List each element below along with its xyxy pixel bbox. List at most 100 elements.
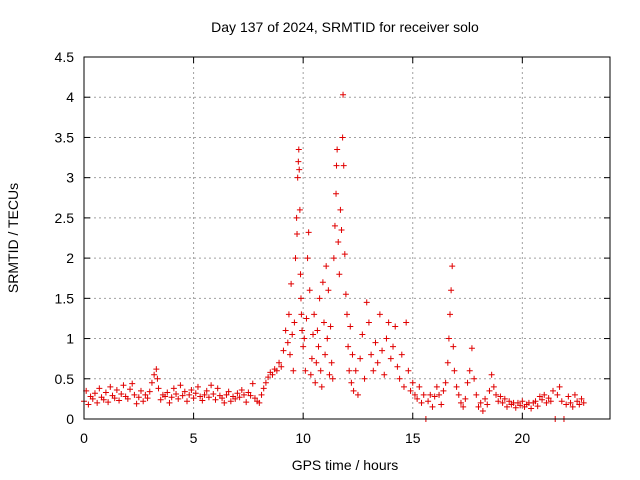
data-point [479, 407, 486, 414]
data-point [488, 371, 495, 378]
x-tick-labels: 0 5 10 15 20 [80, 430, 530, 446]
data-point [497, 393, 504, 400]
data-point [310, 331, 317, 338]
data-point [113, 387, 120, 394]
plot-frame [83, 56, 611, 420]
data-point [164, 389, 171, 396]
data-point [334, 146, 341, 153]
data-point [407, 387, 414, 394]
data-point [493, 391, 500, 398]
data-point [363, 299, 370, 306]
data-point [335, 239, 342, 246]
data-point [340, 91, 347, 98]
data-point [278, 363, 285, 370]
y-tick-label: 0.5 [55, 371, 75, 387]
data-point [466, 367, 473, 374]
data-point [578, 395, 585, 402]
y-axis-label: SRMTID / TECUs [5, 183, 21, 293]
data-point [451, 367, 458, 374]
data-point [357, 355, 364, 362]
data-point [425, 398, 432, 405]
data-point [414, 395, 421, 402]
data-point [323, 263, 330, 270]
data-point [89, 395, 96, 402]
data-point [468, 345, 475, 352]
data-point [571, 391, 578, 398]
data-point [349, 351, 356, 358]
data-point [293, 214, 300, 221]
data-point [317, 367, 324, 374]
data-point [436, 391, 443, 398]
data-point [256, 399, 263, 406]
data-point [269, 371, 276, 378]
data-point [273, 367, 280, 374]
data-point [420, 391, 427, 398]
data-point [276, 359, 283, 366]
y-tick-labels: 0 0.5 1 1.5 2 2.5 3 3.5 4 4.5 [55, 49, 75, 427]
data-point [258, 391, 265, 398]
data-point [326, 371, 333, 378]
data-point [344, 311, 350, 318]
data-point [464, 379, 471, 386]
data-point [194, 383, 201, 390]
data-point [341, 251, 348, 258]
data-point [116, 397, 123, 404]
data-point [339, 134, 346, 141]
y-tick-label: 2.5 [55, 210, 75, 226]
data-point [157, 396, 164, 403]
data-point [528, 405, 535, 412]
data-point [199, 397, 206, 404]
data-point [137, 387, 144, 394]
data-point [416, 383, 423, 390]
data-point [302, 367, 309, 374]
data-point [431, 393, 438, 400]
data-point [563, 401, 570, 408]
data-point [433, 383, 440, 390]
data-point [457, 399, 464, 406]
data-point [400, 383, 407, 390]
data-point [223, 391, 230, 398]
data-point [330, 255, 337, 262]
grid-lines [84, 57, 610, 419]
data-point [486, 387, 493, 394]
data-point [306, 287, 313, 294]
data-point [501, 395, 508, 402]
y-tick-label: 4.5 [55, 49, 75, 65]
data-point [285, 311, 292, 318]
data-point [111, 395, 118, 402]
data-point [227, 398, 234, 405]
data-point [543, 399, 550, 406]
data-point [312, 379, 319, 386]
data-point [190, 395, 197, 402]
data-point [175, 395, 182, 402]
data-point [460, 403, 467, 410]
data-point [124, 395, 131, 402]
data-point [315, 343, 322, 350]
data-point [299, 327, 306, 334]
data-point [290, 367, 297, 374]
data-point [262, 379, 269, 386]
data-point [329, 375, 336, 382]
data-point [580, 399, 587, 406]
y-tick-label: 1 [66, 331, 74, 347]
data-point [225, 388, 232, 395]
data-point [342, 291, 349, 298]
data-point [550, 387, 557, 394]
data-point [473, 391, 480, 398]
data-point [197, 393, 204, 400]
data-point [251, 395, 258, 402]
chart-title: Day 137 of 2024, SRMTID for receiver sol… [211, 19, 479, 35]
x-tick-label: 0 [80, 430, 88, 446]
data-point [569, 403, 576, 410]
data-point [208, 382, 215, 389]
data-point [403, 319, 410, 326]
data-point [107, 383, 114, 390]
axis-ticks [83, 56, 610, 420]
data-point [170, 385, 177, 392]
y-tick-label: 2 [66, 250, 74, 266]
data-point [105, 399, 112, 406]
data-point [322, 351, 329, 358]
data-point [448, 287, 455, 294]
data-point [184, 398, 191, 405]
y-tick-label: 3.5 [55, 129, 75, 145]
